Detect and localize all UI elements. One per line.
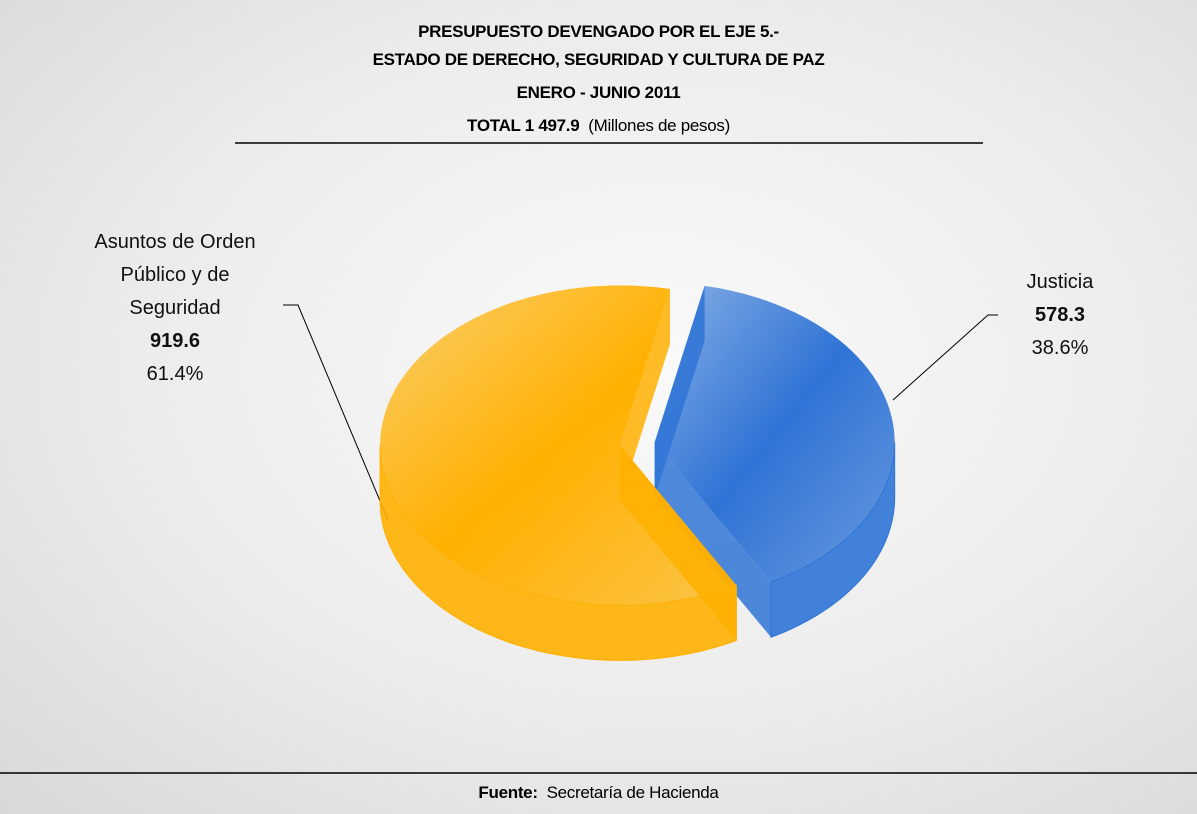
source-label: Fuente: — [478, 783, 538, 802]
source: Fuente: Secretaría de Hacienda — [0, 783, 1197, 803]
leader-line — [892, 314, 998, 401]
slice — [654, 285, 896, 639]
chart-subtitle: TOTAL 1 497.9 (Millones de pesos) — [0, 116, 1197, 136]
value-label: 578.3 — [1034, 304, 1086, 326]
percent-label: 38.6% — [1031, 337, 1089, 359]
value-label: 919.6 — [149, 330, 201, 352]
units-label: (Millones de pesos) — [588, 116, 730, 135]
slice-top — [380, 285, 737, 606]
source-text: Secretaría de Hacienda — [546, 783, 719, 802]
leader-line — [283, 304, 389, 521]
category-label: Asuntos de Orden Público y de Seguridad — [94, 231, 256, 319]
slice-label: Asuntos de Orden Público y de Seguridad … — [75, 226, 275, 391]
slice-label: Justicia 578.3 38.6% — [960, 266, 1160, 365]
chart-title: ESTADO DE DERECHO, SEGURIDAD Y CULTURA D… — [372, 50, 825, 69]
pie — [379, 285, 896, 661]
chart-title: PRESUPUESTO DEVENGADO POR EL EJE 5.- — [418, 22, 779, 41]
category-label: Justicia — [1026, 271, 1094, 293]
percent-label: 61.4% — [146, 363, 204, 385]
slice-top — [654, 285, 895, 583]
chart-title: ENERO - JUNIO 2011 — [516, 83, 681, 102]
slice-cut-face — [620, 288, 671, 501]
slice-cut-face — [654, 442, 772, 638]
total-label: TOTAL 1 497.9 — [467, 116, 580, 135]
slice — [379, 285, 737, 661]
